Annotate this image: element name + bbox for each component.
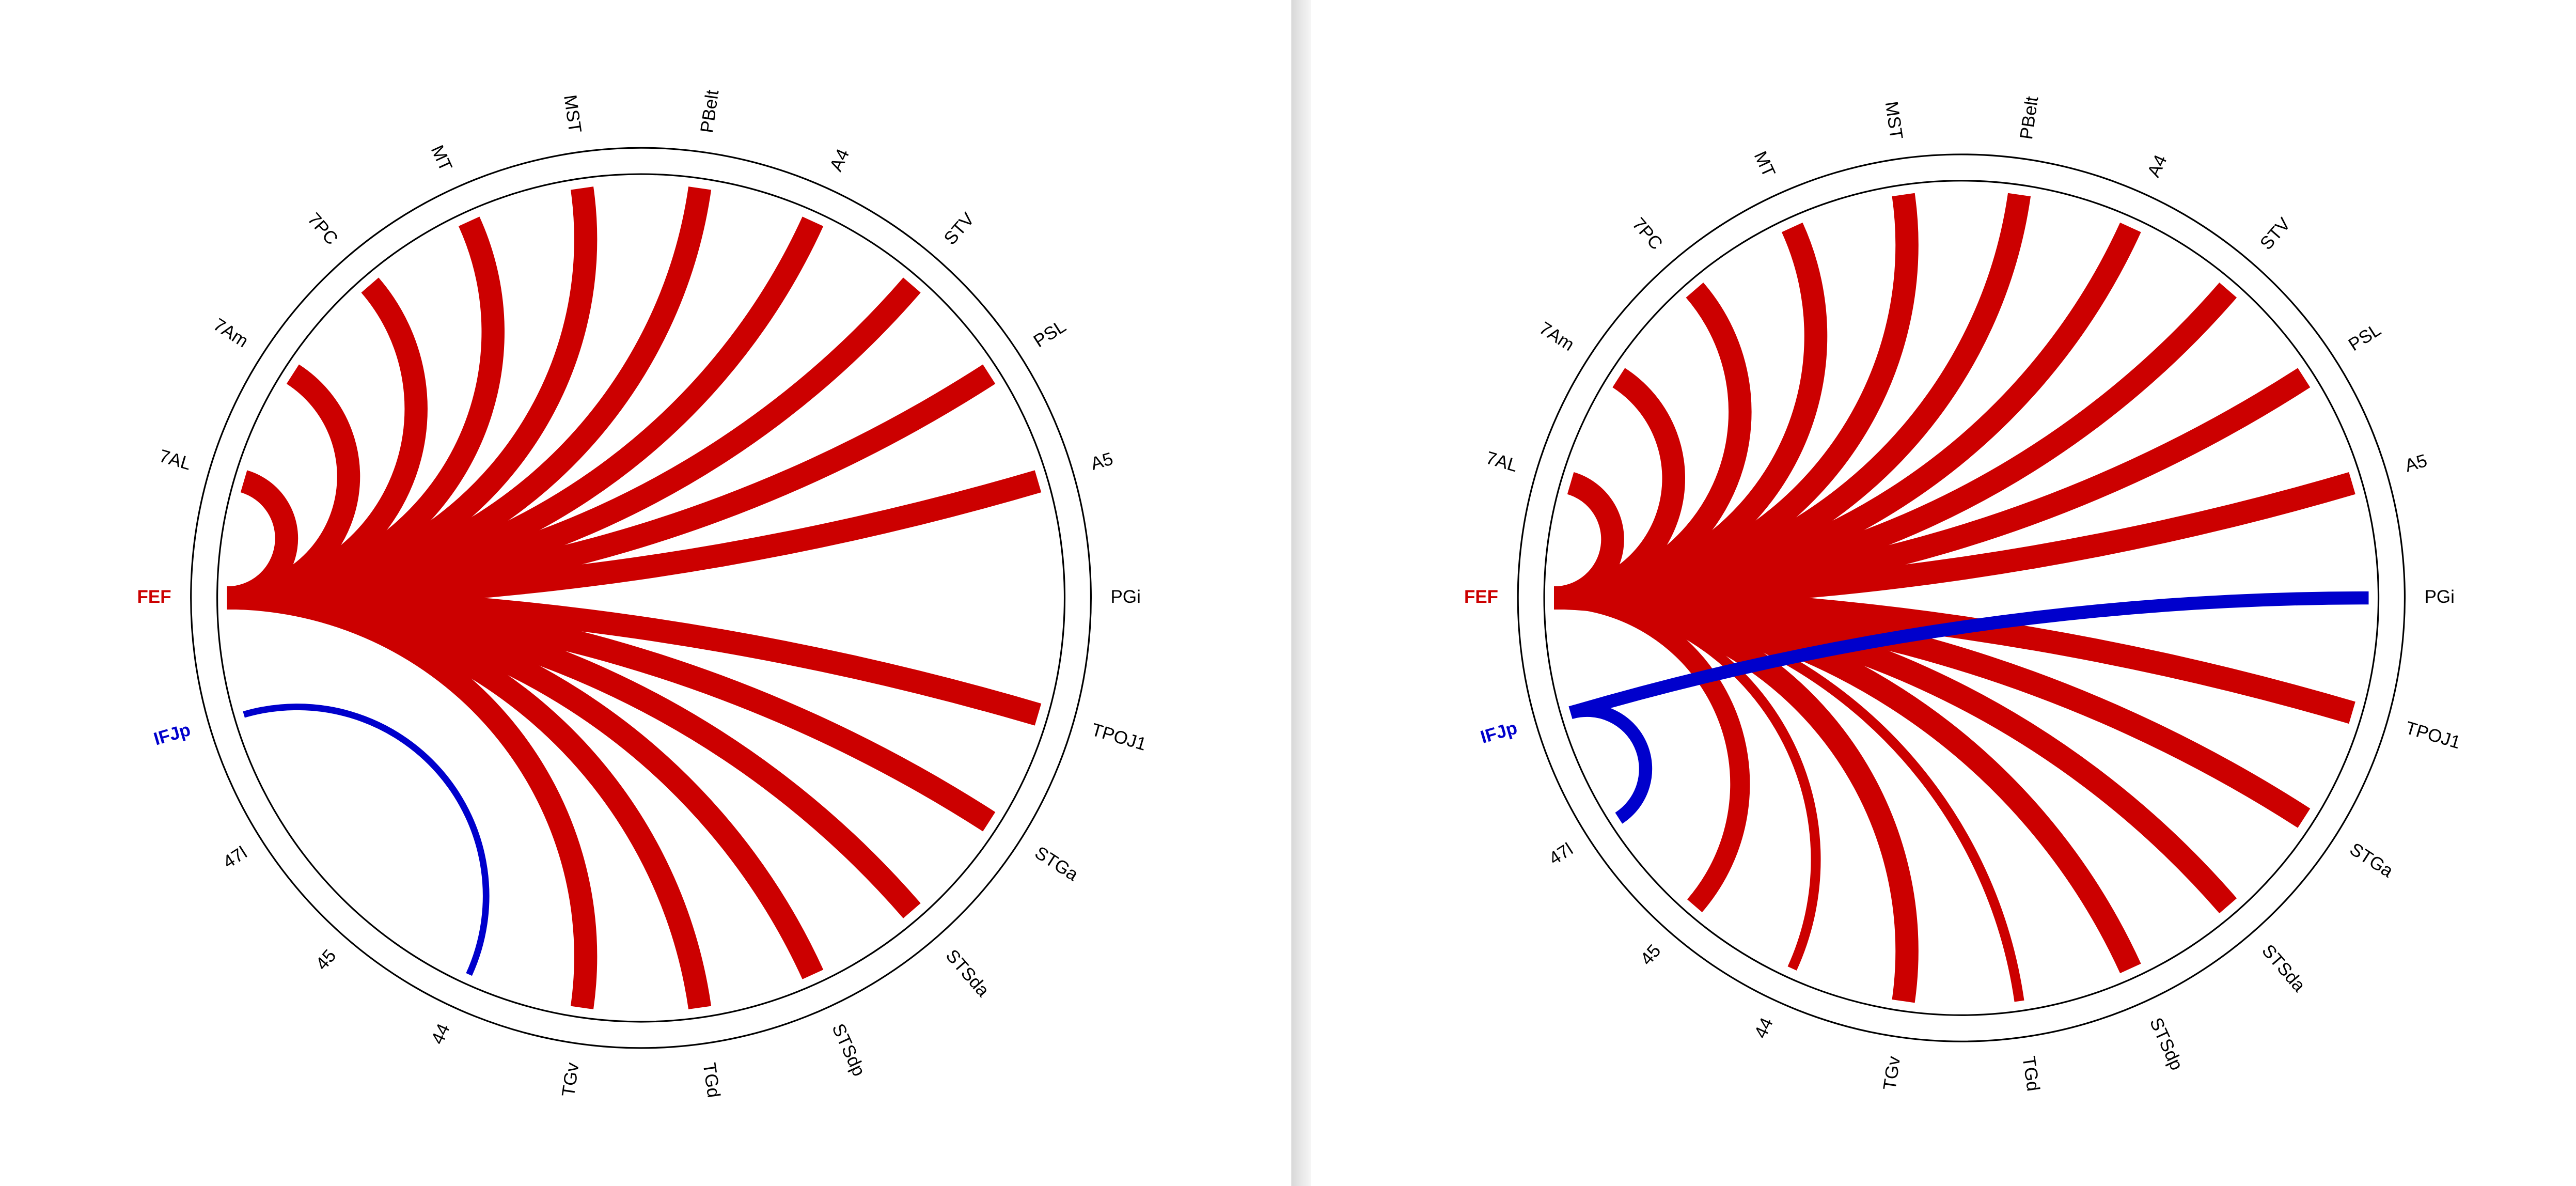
chord [1568,704,1653,824]
node-label: PGi [1111,587,1141,607]
chord [1568,591,2369,719]
inner-ring [1543,180,2380,1016]
chord [227,586,598,1009]
inner-ring [216,173,1066,1023]
outer-ring [1517,153,2406,1042]
node-label: TGv [1879,1055,1904,1091]
divider [1291,0,1311,1186]
node-label: FEF [1464,587,1498,607]
node-label: FEF [137,587,171,607]
chord [243,704,490,976]
node-label: TGd [2018,1055,2043,1093]
outer-ring [190,147,1092,1049]
chord [1554,588,1750,913]
node-label: TGv [558,1061,583,1098]
node-label: TGd [699,1062,724,1099]
node-label: PGi [2425,587,2455,607]
